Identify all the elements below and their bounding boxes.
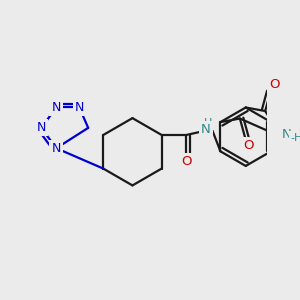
Text: H: H [203,118,212,128]
Text: O: O [244,139,254,152]
Text: N: N [201,123,211,136]
Text: N: N [52,142,61,155]
Text: -H: -H [291,134,300,143]
Text: N: N [75,101,84,114]
Text: O: O [269,78,279,91]
Text: N: N [52,101,61,114]
Text: N: N [37,122,46,134]
Text: O: O [181,155,192,168]
Text: N: N [282,128,291,141]
